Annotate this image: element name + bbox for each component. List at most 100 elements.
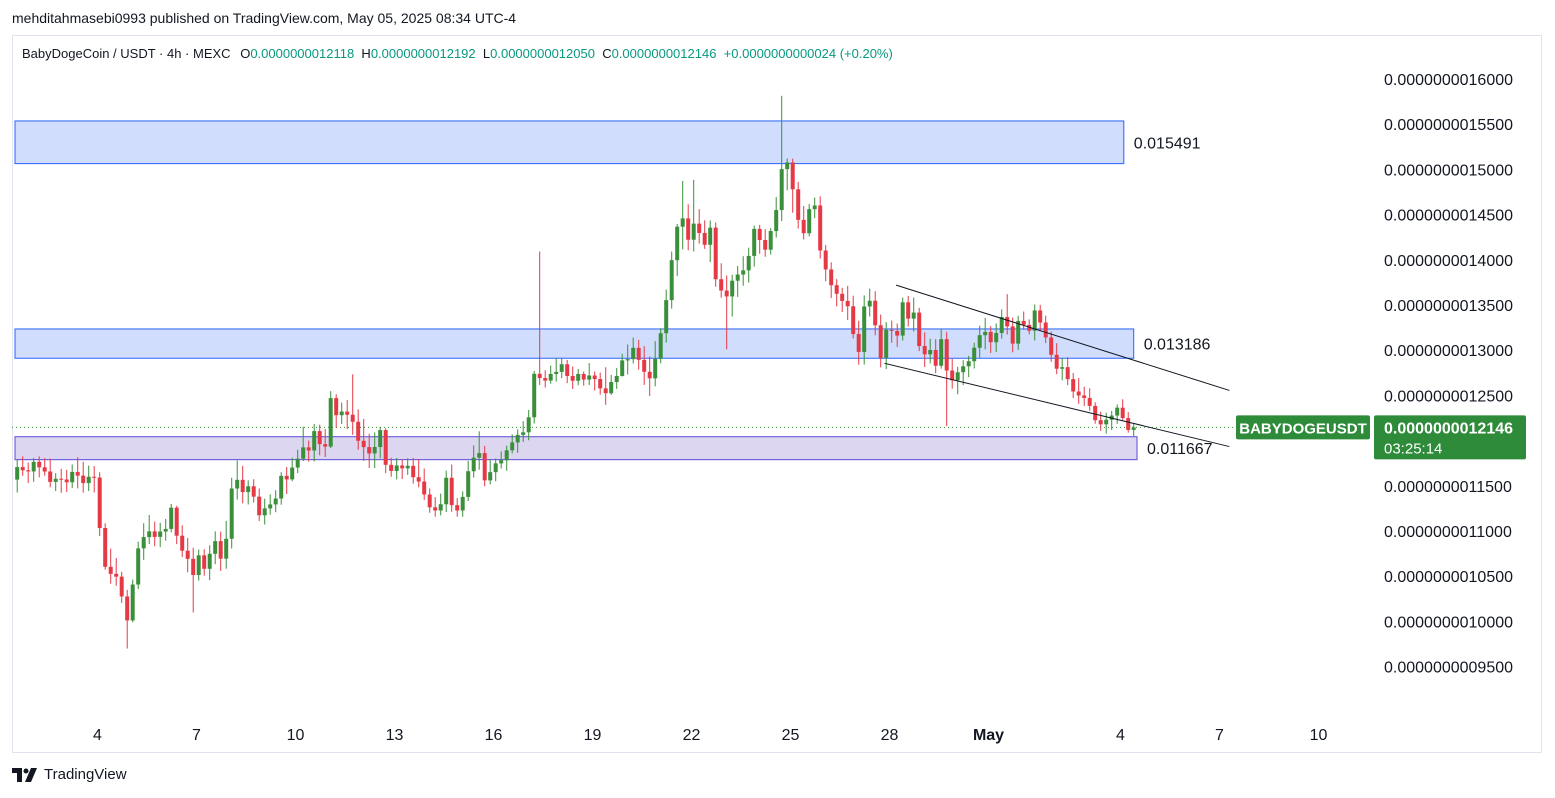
candle-body bbox=[163, 528, 168, 532]
candle bbox=[741, 256, 746, 286]
date-tick-label: 22 bbox=[683, 727, 701, 744]
candle bbox=[86, 465, 91, 492]
candle-body bbox=[647, 371, 652, 379]
candle bbox=[961, 360, 966, 386]
candle bbox=[603, 367, 608, 405]
candle bbox=[141, 523, 146, 560]
candle bbox=[515, 429, 520, 453]
candle bbox=[1120, 399, 1125, 420]
candle bbox=[867, 288, 872, 317]
low-key: L bbox=[482, 46, 491, 61]
candle bbox=[939, 329, 944, 369]
candle bbox=[966, 355, 971, 378]
zone-label: 0.013186 bbox=[1144, 337, 1211, 354]
candle-body bbox=[768, 231, 773, 250]
price-tick-label: 0.0000000015500 bbox=[1384, 117, 1513, 134]
candle-body bbox=[262, 508, 267, 516]
candle-body bbox=[1049, 337, 1054, 355]
candle-body bbox=[482, 453, 487, 481]
candle-body bbox=[697, 223, 702, 233]
candle-body bbox=[86, 476, 91, 484]
candle-body bbox=[345, 411, 350, 415]
candle-body bbox=[581, 373, 586, 380]
candle-body bbox=[906, 302, 911, 319]
candle bbox=[856, 320, 861, 365]
symbol-tag bbox=[1236, 415, 1370, 440]
candle bbox=[565, 359, 570, 384]
candle-body bbox=[587, 375, 592, 380]
date-tick-label: May bbox=[973, 727, 1004, 744]
candle-body bbox=[339, 411, 344, 416]
candle-body bbox=[257, 496, 262, 516]
candle bbox=[592, 371, 597, 391]
candle bbox=[416, 459, 421, 488]
candle bbox=[840, 287, 845, 313]
high-key: H bbox=[361, 46, 371, 61]
symbol-label[interactable]: BabyDogeCoin / USDT · 4h · MEXC bbox=[22, 46, 231, 61]
candle-body bbox=[1071, 379, 1076, 392]
candle bbox=[125, 589, 130, 649]
date-tick-label: 28 bbox=[881, 727, 899, 744]
candle bbox=[510, 434, 515, 454]
candle-body bbox=[730, 280, 735, 297]
candle bbox=[246, 480, 251, 505]
candle bbox=[928, 338, 933, 364]
change-value: +0.0000000000024 (+0.20%) bbox=[723, 46, 893, 61]
candle bbox=[97, 472, 102, 537]
candle-body bbox=[290, 467, 295, 480]
candle-body bbox=[713, 227, 718, 280]
candle bbox=[257, 488, 262, 521]
candle bbox=[59, 468, 64, 493]
candle bbox=[862, 295, 867, 365]
candle bbox=[158, 522, 163, 548]
date-tick-label: 19 bbox=[584, 727, 602, 744]
price-tick-label: 0.0000000011000 bbox=[1384, 524, 1512, 541]
candle-body bbox=[504, 450, 509, 461]
candle-body bbox=[1093, 405, 1098, 421]
candle-body bbox=[455, 505, 460, 511]
date-tick-label: 4 bbox=[1116, 727, 1125, 744]
candle-body bbox=[944, 339, 949, 371]
candle-body bbox=[917, 312, 922, 347]
candle-body bbox=[31, 461, 36, 472]
date-tick-label: 13 bbox=[386, 727, 404, 744]
zone-box bbox=[14, 328, 1135, 359]
candle-body bbox=[818, 205, 823, 251]
candle bbox=[581, 371, 586, 386]
candle bbox=[1093, 402, 1098, 424]
candle-body bbox=[983, 331, 988, 336]
candle bbox=[103, 523, 108, 570]
candle bbox=[977, 325, 982, 358]
candle-body bbox=[1027, 324, 1032, 331]
candle-body bbox=[867, 300, 872, 307]
candle bbox=[1032, 304, 1037, 341]
candle-body bbox=[807, 209, 812, 234]
candle bbox=[328, 391, 333, 449]
candle-body bbox=[966, 361, 971, 367]
candle-body bbox=[1104, 419, 1109, 425]
candle-body bbox=[559, 364, 564, 372]
candle-body bbox=[356, 421, 361, 441]
candle-body bbox=[922, 346, 927, 355]
candle bbox=[724, 275, 729, 350]
tradingview-logo[interactable]: TradingView bbox=[12, 766, 127, 783]
candle-body bbox=[774, 210, 779, 232]
candle bbox=[570, 366, 575, 389]
candle-body bbox=[1131, 427, 1136, 430]
candle bbox=[130, 579, 135, 623]
candle bbox=[312, 423, 317, 462]
price-tag-value: 0.0000000012146 bbox=[1384, 420, 1513, 437]
candle-body bbox=[554, 371, 559, 374]
candle bbox=[1098, 411, 1103, 431]
candle bbox=[1071, 372, 1076, 399]
candle-body bbox=[334, 398, 339, 416]
candle-body bbox=[125, 596, 130, 621]
candle bbox=[356, 409, 361, 450]
candle-body bbox=[114, 573, 119, 577]
candle bbox=[917, 307, 922, 352]
candle bbox=[532, 370, 537, 424]
zone-label: 0.011667 bbox=[1147, 441, 1213, 458]
candle-body bbox=[81, 475, 86, 484]
candle bbox=[598, 372, 603, 395]
